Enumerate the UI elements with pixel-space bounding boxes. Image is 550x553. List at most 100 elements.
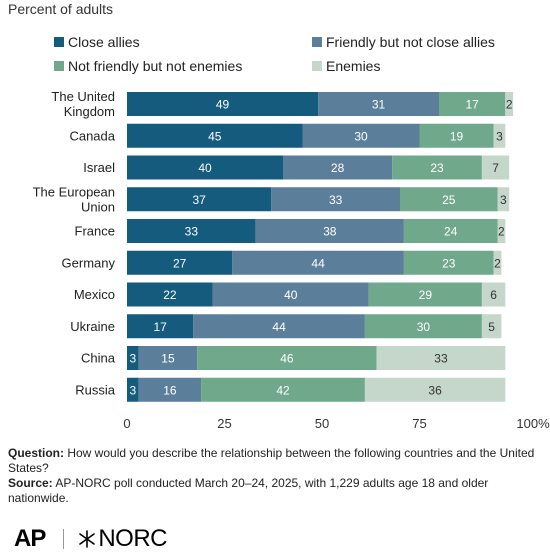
data-label-germany-close-allies: 27 xyxy=(173,256,187,270)
data-label-mexico-not-friendly-but-not-enemies: 29 xyxy=(419,288,433,302)
bar-russia-friendly-but-not-close-allies xyxy=(138,377,202,402)
bar-france-friendly-but-not-close-allies xyxy=(255,219,404,243)
bar-china-friendly-but-not-close-allies xyxy=(138,346,198,370)
bar-ukraine-not-friendly-but-not-enemies xyxy=(364,314,482,339)
bar-israel-close-allies xyxy=(127,155,283,180)
bar-canada-enemies xyxy=(493,123,506,148)
data-label-china-enemies: 33 xyxy=(434,352,448,366)
norc-logo-text: NORC xyxy=(98,525,168,552)
legend-item-enemies: Enemies xyxy=(312,58,380,74)
question-label: Question: xyxy=(8,446,64,460)
bar-mexico-not-friendly-but-not-enemies xyxy=(368,282,482,307)
data-label-russia-close-allies: 3 xyxy=(130,383,137,397)
category-label-germany: Germany xyxy=(62,255,116,270)
data-label-canada-enemies: 3 xyxy=(496,129,503,143)
bar-mexico-friendly-but-not-close-allies xyxy=(212,282,369,307)
chart-subtitle: Percent of adults xyxy=(8,1,114,17)
data-label-canada-close-allies: 45 xyxy=(208,129,222,143)
bar-china-not-friendly-but-not-enemies xyxy=(197,346,377,370)
bar-germany-enemies xyxy=(493,250,502,275)
data-label-france-enemies: 2 xyxy=(498,225,505,239)
data-label-the-european-union-close-allies: 37 xyxy=(192,193,206,207)
data-label-germany-not-friendly-but-not-enemies: 23 xyxy=(442,256,456,270)
category-label-ukraine: Ukraine xyxy=(70,319,115,334)
category-label-china: China xyxy=(81,351,116,366)
norc-star-icon xyxy=(79,530,96,548)
bar-israel-enemies xyxy=(481,155,510,180)
data-label-ukraine-friendly-but-not-close-allies: 44 xyxy=(272,320,286,334)
data-label-the-united-kingdom-friendly-but-not-close-allies: 31 xyxy=(372,98,386,112)
x-tick-label-50: 50 xyxy=(315,416,329,431)
data-label-israel-friendly-but-not-close-allies: 28 xyxy=(331,161,345,175)
legend-label-enemies: Enemies xyxy=(326,58,381,74)
bar-mexico-enemies xyxy=(481,282,506,307)
data-label-france-friendly-but-not-close-allies: 38 xyxy=(323,225,337,239)
x-tick-label-0: 0 xyxy=(123,416,130,431)
category-label-the-european-union: The European Union xyxy=(33,184,115,214)
x-tick-label-100: 100% xyxy=(516,416,550,431)
legend-swatch-enemies xyxy=(312,61,322,71)
data-label-ukraine-close-allies: 17 xyxy=(153,320,167,334)
legend-swatch-not-friendly xyxy=(54,61,64,71)
category-label-russia: Russia xyxy=(75,382,116,397)
bar-the-united-kingdom-friendly-but-not-close-allies xyxy=(318,92,439,116)
legend-label-not-friendly: Not friendly but not enemies xyxy=(68,58,243,74)
data-label-mexico-enemies: 6 xyxy=(490,288,497,302)
bar-france-close-allies xyxy=(127,219,256,243)
data-label-russia-enemies: 36 xyxy=(428,383,442,397)
data-label-israel-close-allies: 40 xyxy=(198,161,212,175)
bar-ukraine-enemies xyxy=(481,314,502,339)
bar-the-european-union-close-allies xyxy=(127,187,272,212)
legend-swatch-friendly xyxy=(312,37,322,47)
data-label-canada-friendly-but-not-close-allies: 30 xyxy=(354,129,368,143)
question-note: Question: How would you describe the rel… xyxy=(8,446,542,476)
bar-canada-not-friendly-but-not-enemies xyxy=(419,123,494,148)
bar-the-european-union-enemies xyxy=(497,187,510,212)
ap-logo: AP xyxy=(14,525,46,552)
category-label-the-united-kingdom: The United Kingdom xyxy=(51,89,115,119)
category-label-mexico: Mexico xyxy=(74,287,115,302)
question-text: How would you describe the relationship … xyxy=(8,446,535,475)
data-label-the-european-union-friendly-but-not-close-allies: 33 xyxy=(329,193,343,207)
data-label-germany-friendly-but-not-close-allies: 44 xyxy=(311,256,325,270)
bar-israel-friendly-but-not-close-allies xyxy=(283,155,393,180)
data-label-the-european-union-not-friendly-but-not-enemies: 25 xyxy=(442,193,456,207)
data-label-ukraine-not-friendly-but-not-enemies: 30 xyxy=(417,320,431,334)
source-text: AP-NORC poll conducted March 20–24, 2025… xyxy=(8,476,489,505)
data-label-france-not-friendly-but-not-enemies: 24 xyxy=(444,225,458,239)
bar-france-enemies xyxy=(497,219,506,243)
legend-label-friendly: Friendly but not close allies xyxy=(326,34,495,50)
x-tick-label-25: 25 xyxy=(217,416,231,431)
x-tick-label-75: 75 xyxy=(412,416,426,431)
bar-russia-not-friendly-but-not-enemies xyxy=(201,377,365,402)
data-label-the-european-union-enemies: 3 xyxy=(500,193,507,207)
bar-the-united-kingdom-not-friendly-but-not-enemies xyxy=(439,92,506,116)
data-label-the-united-kingdom-enemies: 2 xyxy=(506,98,513,112)
category-label-canada: Canada xyxy=(69,128,115,143)
data-label-germany-enemies: 2 xyxy=(494,256,501,270)
data-label-russia-not-friendly-but-not-enemies: 42 xyxy=(276,383,290,397)
bar-the-european-union-not-friendly-but-not-enemies xyxy=(400,187,498,212)
norc-logo: NORC xyxy=(78,525,168,553)
bar-russia-enemies xyxy=(364,377,506,402)
bar-russia-close-allies xyxy=(127,377,139,402)
category-label-israel: Israel xyxy=(83,160,115,175)
bar-china-enemies xyxy=(376,346,506,370)
data-label-china-not-friendly-but-not-enemies: 46 xyxy=(280,352,294,366)
data-label-russia-friendly-but-not-close-allies: 16 xyxy=(163,383,177,397)
legend-item-close-allies: Close allies xyxy=(54,34,140,50)
data-label-israel-enemies: 7 xyxy=(492,161,499,175)
bar-germany-not-friendly-but-not-enemies xyxy=(403,250,494,275)
data-label-france-close-allies: 33 xyxy=(185,225,199,239)
bar-mexico-close-allies xyxy=(127,282,213,307)
legend-item-friendly: Friendly but not close allies xyxy=(312,34,495,50)
legend-swatch-close-allies xyxy=(54,37,64,47)
bar-canada-close-allies xyxy=(127,123,303,148)
bar-the-united-kingdom-close-allies xyxy=(127,92,319,116)
data-label-mexico-close-allies: 22 xyxy=(163,288,177,302)
source-note: Source: AP-NORC poll conducted March 20–… xyxy=(8,476,542,506)
data-label-china-close-allies: 3 xyxy=(130,352,137,366)
bar-israel-not-friendly-but-not-enemies xyxy=(392,155,482,180)
data-label-mexico-friendly-but-not-close-allies: 40 xyxy=(284,288,298,302)
